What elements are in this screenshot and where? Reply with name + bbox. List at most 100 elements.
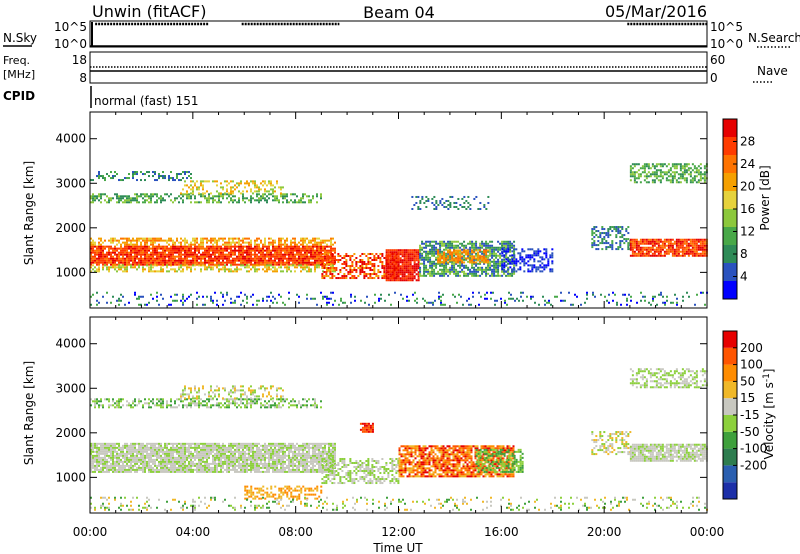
power-afternoon-tail	[501, 248, 554, 273]
ytick-label-3: 4000	[55, 132, 86, 146]
power-cbar-label-5: 24	[740, 157, 755, 171]
velocity-ylabel: Slant Range [km]	[22, 361, 36, 465]
x-axis: 00:00 04:00 08:00 12:00 16:00 20:00 00:00	[73, 525, 725, 539]
colorbar-swatch	[723, 263, 737, 281]
power-axes: 1000 2000 3000 4000	[55, 112, 708, 308]
power-data	[90, 163, 708, 306]
power-upper-band-bright	[179, 180, 284, 195]
velocity-colorbar-label: Velocity [m s-1]	[762, 369, 776, 460]
velocity-noon-patch	[321, 457, 400, 485]
nsky-trace	[90, 22, 707, 47]
cpid-strip: CPID normal (fast) 151	[3, 86, 198, 108]
velocity-cbar-label-2: 50	[740, 374, 755, 388]
power-colorbar-scale: 4 8 12 16 20 24 28	[722, 118, 755, 300]
nsky-label: N.Sky	[3, 31, 37, 45]
velocity-frame	[89, 316, 708, 514]
ytick-label-2: 3000	[55, 176, 86, 190]
velocity-evening-arc	[591, 431, 632, 456]
colorbar-swatch	[723, 119, 737, 137]
power-cbar-label-3: 16	[740, 202, 755, 216]
colorbar-swatch	[723, 137, 737, 155]
velocity-colorbar-scale: 200 100 50 15 -15 -50 -100 -200	[722, 330, 767, 500]
velocity-cbar-label-0: 200	[740, 341, 763, 355]
nsky-strip: N.Sky 10^5 10^0 10^5 10^0 N.Search	[3, 20, 800, 51]
freq-right-tick-top: 60	[710, 53, 725, 67]
colorbar-swatch	[723, 245, 737, 263]
colorbar-swatch	[723, 347, 737, 365]
power-band-lower-edge	[90, 264, 336, 273]
cpid-label: CPID	[3, 89, 35, 103]
colorbar-swatch	[723, 155, 737, 173]
power-main-band	[90, 245, 336, 266]
velocity-cbar-label-4: -15	[740, 408, 760, 422]
xtick-label-5: 20:00	[587, 525, 622, 539]
power-noon-core	[385, 249, 420, 282]
velocity-main-band	[90, 442, 336, 473]
colorbar-swatch	[723, 482, 737, 499]
xtick-label-0: 00:00	[73, 525, 108, 539]
colorbar-swatch	[723, 448, 737, 466]
xtick-label-4: 16:00	[484, 525, 519, 539]
power-cbar-label-6: 28	[740, 135, 755, 149]
power-upper-band	[90, 193, 322, 204]
velocity-cbar-label-6: -100	[740, 442, 767, 456]
freq-left-tick-top: 18	[72, 53, 87, 67]
velocity-evening-band	[629, 443, 708, 462]
nsky-left-tick-top: 10^5	[54, 20, 87, 34]
power-scattered	[411, 195, 490, 210]
freq-left-tick-bottom: 8	[79, 71, 87, 85]
ytick-label-1: 2000	[55, 426, 86, 440]
ytick-label-2: 3000	[55, 381, 86, 395]
colorbar-swatch	[723, 227, 737, 245]
colorbar-swatch	[723, 465, 737, 483]
nsky-right-tick-top: 10^5	[710, 20, 743, 34]
power-cbar-label-2: 12	[740, 225, 755, 239]
freq-frame	[89, 51, 708, 84]
power-colorbar: 4 8 12 16 20 24 28 Power [dB]	[722, 118, 772, 300]
velocity-cbar-label-1: 100	[740, 358, 763, 372]
colorbar-swatch	[723, 209, 737, 227]
ytick-label-0: 1000	[55, 265, 86, 279]
station-title: Unwin (fitACF)	[92, 2, 206, 21]
power-evening-band	[629, 238, 708, 257]
colorbar-swatch	[723, 431, 737, 449]
velocity-near-orange	[244, 485, 323, 500]
colorbar-swatch	[723, 381, 737, 399]
velocity-red-spot	[359, 422, 374, 433]
freq-unit-label: [MHz]	[3, 68, 35, 81]
ytick-label-0: 1000	[55, 470, 86, 484]
velocity-colorbar-label-sup: -1	[762, 373, 772, 382]
nsky-frame	[89, 20, 708, 48]
ytick-label-1: 2000	[55, 221, 86, 235]
power-cbar-label-1: 8	[740, 247, 748, 261]
xtick-label-3: 12:00	[381, 525, 416, 539]
power-frame	[89, 111, 708, 309]
velocity-cbar-label-7: -200	[740, 458, 767, 472]
colorbar-swatch	[723, 191, 737, 209]
power-afternoon-core	[437, 249, 490, 264]
nsearch-label: N.Search	[748, 31, 800, 45]
velocity-afternoon-green	[475, 448, 524, 473]
xtick-label-1: 04:00	[176, 525, 211, 539]
power-upper-band-weak	[90, 171, 192, 182]
velocity-colorbar-label-end: ]	[762, 369, 776, 374]
colorbar-swatch	[723, 364, 737, 382]
xtick-label-6: 00:00	[690, 525, 725, 539]
velocity-colorbar-label-main: Velocity [m s	[762, 382, 776, 459]
velocity-upper-band-mixed	[179, 385, 284, 400]
power-evening-arc	[591, 226, 632, 251]
colorbar-swatch	[723, 173, 737, 191]
power-panel: Slant Range [km] 1000 2000 3000 4000	[22, 111, 708, 309]
power-colorbar-label: Power [dB]	[758, 165, 772, 230]
x-axis-label: Time UT	[372, 541, 423, 554]
nsky-left-tick-bottom: 10^0	[54, 37, 87, 51]
power-near-range	[90, 291, 708, 306]
power-ylabel: Slant Range [km]	[22, 161, 36, 265]
beam-title: Beam 04	[363, 3, 435, 22]
nsky-right-tick-bottom: 10^0	[710, 37, 743, 51]
colorbar-swatch	[723, 331, 737, 348]
velocity-evening-upper	[629, 368, 708, 389]
freq-label: Freq.	[3, 54, 30, 67]
xtick-label-2: 08:00	[278, 525, 313, 539]
